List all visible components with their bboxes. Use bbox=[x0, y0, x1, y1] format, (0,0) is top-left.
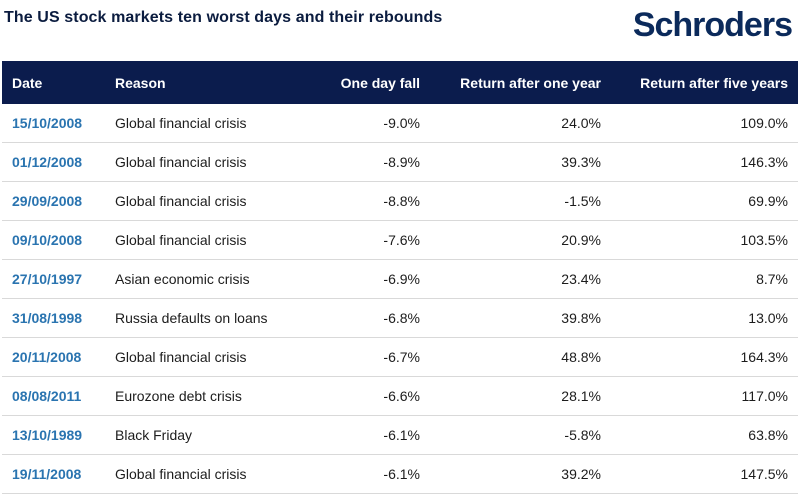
reason-cell: Global financial crisis bbox=[105, 337, 320, 377]
worst-days-table: Date Reason One day fall Return after on… bbox=[2, 61, 798, 494]
table-row: 01/12/2008 Global financial crisis -8.9% 39… bbox=[2, 142, 798, 182]
return-five-years-cell: 63.8% bbox=[611, 415, 798, 455]
table-title: The US stock markets ten worst days and … bbox=[4, 9, 443, 26]
return-one-year-cell: 48.8% bbox=[430, 337, 611, 377]
one-day-fall-cell: -6.8% bbox=[320, 298, 430, 338]
table-row: 13/10/1989 Black Friday -6.1% -5.8% 63.8% bbox=[2, 415, 798, 455]
table-row: 09/10/2008 Global financial crisis -7.6% 20… bbox=[2, 220, 798, 260]
return-five-years-cell: 13.0% bbox=[611, 298, 798, 338]
reason-cell: Eurozone debt crisis bbox=[105, 376, 320, 416]
return-one-year-cell: 39.3% bbox=[430, 142, 611, 182]
return-five-years-cell: 109.0% bbox=[611, 104, 798, 143]
return-five-years-cell: 164.3% bbox=[611, 337, 798, 377]
one-day-fall-cell: -8.8% bbox=[320, 181, 430, 221]
return-five-years-cell: 117.0% bbox=[611, 376, 798, 416]
table-row: 29/09/2008 Global financial crisis -8.8% -1… bbox=[2, 181, 798, 221]
table-row: 31/08/1998 Russia defaults on loans -6.8% 3… bbox=[2, 298, 798, 338]
return-one-year-cell: 23.4% bbox=[430, 259, 611, 299]
header-one-day-fall: One day fall bbox=[320, 61, 430, 104]
reason-cell: Global financial crisis bbox=[105, 454, 320, 494]
header-row: Date Reason One day fall Return after on… bbox=[2, 61, 798, 104]
date-cell: 08/08/2011 bbox=[2, 376, 105, 416]
reason-cell: Global financial crisis bbox=[105, 220, 320, 260]
table-row: 08/08/2011 Eurozone debt crisis -6.6% 28.1%… bbox=[2, 376, 798, 416]
return-five-years-cell: 103.5% bbox=[611, 220, 798, 260]
return-five-years-cell: 146.3% bbox=[611, 142, 798, 182]
return-five-years-cell: 69.9% bbox=[611, 181, 798, 221]
return-one-year-cell: 28.1% bbox=[430, 376, 611, 416]
date-cell: 19/11/2008 bbox=[2, 454, 105, 494]
table-row: 15/10/2008 Global financial crisis -9.0% 24… bbox=[2, 104, 798, 143]
header-return-five-years: Return after five years bbox=[611, 61, 798, 104]
return-one-year-cell: 39.8% bbox=[430, 298, 611, 338]
table-row: 19/11/2008 Global financial crisis -6.1% 39… bbox=[2, 454, 798, 494]
return-one-year-cell: 39.2% bbox=[430, 454, 611, 494]
reason-cell: Russia defaults on loans bbox=[105, 298, 320, 338]
table-body: 15/10/2008 Global financial crisis -9.0% 24… bbox=[2, 104, 798, 494]
date-cell: 20/11/2008 bbox=[2, 337, 105, 377]
return-five-years-cell: 8.7% bbox=[611, 259, 798, 299]
return-one-year-cell: -5.8% bbox=[430, 415, 611, 455]
one-day-fall-cell: -9.0% bbox=[320, 104, 430, 143]
one-day-fall-cell: -6.7% bbox=[320, 337, 430, 377]
return-one-year-cell: 20.9% bbox=[430, 220, 611, 260]
table-row: 20/11/2008 Global financial crisis -6.7% 48… bbox=[2, 337, 798, 377]
date-cell: 31/08/1998 bbox=[2, 298, 105, 338]
date-cell: 27/10/1997 bbox=[2, 259, 105, 299]
header-return-one-year: Return after one year bbox=[430, 61, 611, 104]
header-reason: Reason bbox=[105, 61, 320, 104]
return-one-year-cell: -1.5% bbox=[430, 181, 611, 221]
reason-cell: Global financial crisis bbox=[105, 104, 320, 143]
one-day-fall-cell: -6.1% bbox=[320, 454, 430, 494]
date-cell: 01/12/2008 bbox=[2, 142, 105, 182]
header-date: Date bbox=[2, 61, 105, 104]
reason-cell: Black Friday bbox=[105, 415, 320, 455]
one-day-fall-cell: -6.9% bbox=[320, 259, 430, 299]
schroders-logo: Schroders bbox=[632, 6, 793, 44]
date-cell: 13/10/1989 bbox=[2, 415, 105, 455]
reason-cell: Asian economic crisis bbox=[105, 259, 320, 299]
return-one-year-cell: 24.0% bbox=[430, 104, 611, 143]
one-day-fall-cell: -7.6% bbox=[320, 220, 430, 260]
table-header: Date Reason One day fall Return after on… bbox=[2, 61, 798, 104]
one-day-fall-cell: -6.1% bbox=[320, 415, 430, 455]
date-cell: 09/10/2008 bbox=[2, 220, 105, 260]
one-day-fall-cell: -6.6% bbox=[320, 376, 430, 416]
return-five-years-cell: 147.5% bbox=[611, 454, 798, 494]
date-cell: 29/09/2008 bbox=[2, 181, 105, 221]
date-cell: 15/10/2008 bbox=[2, 104, 105, 143]
reason-cell: Global financial crisis bbox=[105, 181, 320, 221]
one-day-fall-cell: -8.9% bbox=[320, 142, 430, 182]
reason-cell: Global financial crisis bbox=[105, 142, 320, 182]
table-row: 27/10/1997 Asian economic crisis -6.9% 23.4… bbox=[2, 259, 798, 299]
